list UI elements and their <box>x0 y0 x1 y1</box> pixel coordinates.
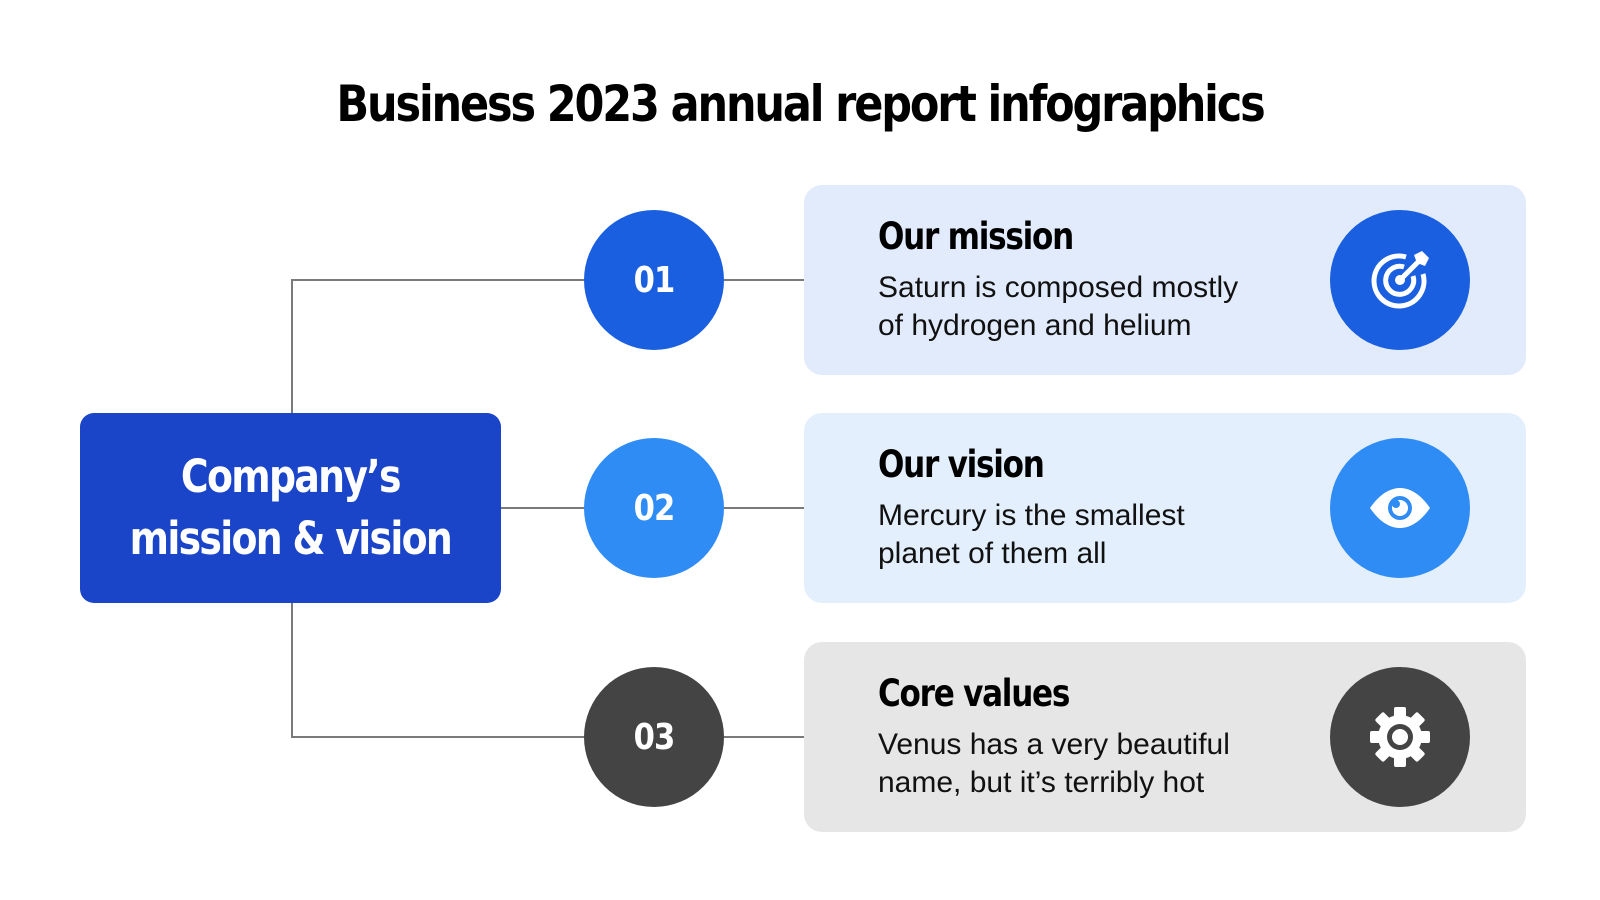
connector-to-03 <box>291 603 584 738</box>
card-text: Mercury is the smallest planet of them a… <box>878 499 1185 570</box>
connector-to-01 <box>291 279 584 413</box>
card-text: Saturn is composed mostly of hydrogen an… <box>878 271 1239 342</box>
gear-icon <box>1330 667 1470 807</box>
mission-vision-hub: Company’s mission & vision <box>80 413 501 603</box>
card-title: Our mission <box>878 215 1074 258</box>
card-title: Our vision <box>878 443 1045 486</box>
card-our-vision: Our vision Mercury is the smallest plane… <box>804 413 1526 603</box>
hub-label: Company’s mission & vision <box>129 450 453 565</box>
card-core-values: Core values Venus has a very beautiful n… <box>804 642 1526 832</box>
step-number-01: 01 <box>584 210 724 350</box>
card-text: Venus has a very beautiful name, but it’… <box>878 728 1230 799</box>
step-number-03: 03 <box>584 667 724 807</box>
eye-icon <box>1330 438 1470 578</box>
card-our-mission: Our mission Saturn is composed mostly of… <box>804 185 1526 375</box>
step-number-02: 02 <box>584 438 724 578</box>
card-title: Core values <box>878 672 1070 715</box>
target-icon <box>1330 210 1470 350</box>
page-title: Business 2023 annual report infographics <box>336 75 1265 133</box>
